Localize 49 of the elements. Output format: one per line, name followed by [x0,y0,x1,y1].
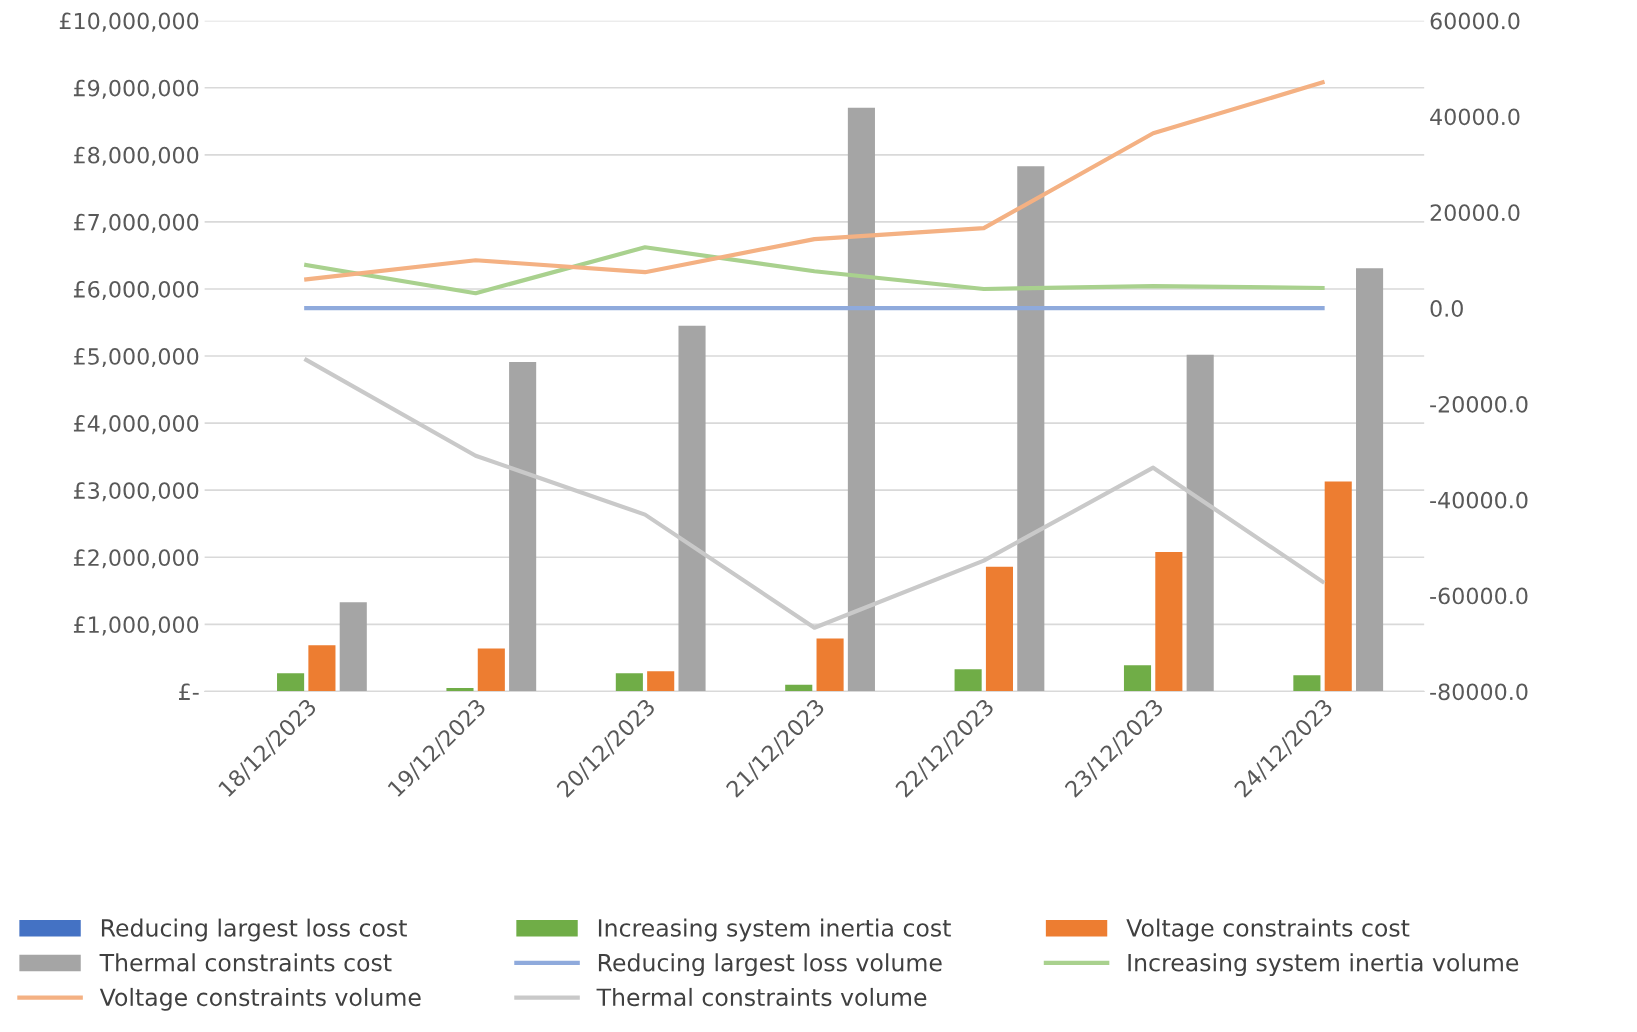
legend-label: Reducing largest loss cost [101,918,407,942]
y2-tick-label: -20000.0 [1430,395,1528,413]
line-series [304,80,1325,282]
y-tick-label: £6,000,000 [73,280,199,300]
y2-tick-label: 20000.0 [1430,204,1520,222]
bar [509,362,537,692]
y-tick-label: £3,000,000 [73,482,199,502]
bar [847,107,875,692]
bar [615,673,643,692]
line-series [304,245,1325,296]
y2-tick-label: 0.0 [1430,300,1463,317]
y-tick-label: £2,000,000 [73,549,199,569]
y-tick-label: £9,000,000 [73,79,199,99]
y-tick-label: £7,000,000 [73,213,199,233]
bar [477,648,505,692]
bar [954,669,982,692]
bar [1155,551,1183,692]
bar [1186,354,1214,692]
legend-label: Increasing system inertia volume [1128,953,1519,977]
bar [1324,481,1352,692]
bar [816,638,844,692]
bar [1017,166,1045,692]
legend-label: Thermal constraints cost [99,953,392,972]
y2-tick-label: -60000.0 [1430,587,1528,605]
bar [1123,665,1152,692]
y-tick-label: £- [179,683,199,700]
bar [678,325,706,692]
legend-label: Thermal constraints volume [596,987,927,1007]
bar [985,566,1014,692]
bar [277,673,305,692]
bar [1356,268,1384,692]
legend-label: Increasing system inertia cost [598,918,951,942]
y2-tick-label: -80000.0 [1430,683,1528,701]
y-tick-label: £10,000,000 [59,12,199,32]
y2-tick-label: 40000.0 [1430,108,1520,126]
line-series [304,357,1325,630]
y2-tick-label: -40000.0 [1430,491,1528,509]
y-tick-label: £8,000,000 [73,146,199,166]
bar [1293,675,1321,692]
bar [339,602,367,692]
y-tick-label: £1,000,000 [73,616,199,636]
y-tick-label: £4,000,000 [73,415,199,435]
legend-label: Reducing largest loss volume [598,953,942,977]
bar [647,671,675,692]
y-tick-label: £5,000,000 [73,347,199,368]
y2-tick-label: 60000.0 [1430,12,1520,30]
bar [308,645,336,692]
legend-label: Voltage constraints cost [1126,918,1410,942]
legend-label: Voltage constraints volume [99,987,421,1011]
